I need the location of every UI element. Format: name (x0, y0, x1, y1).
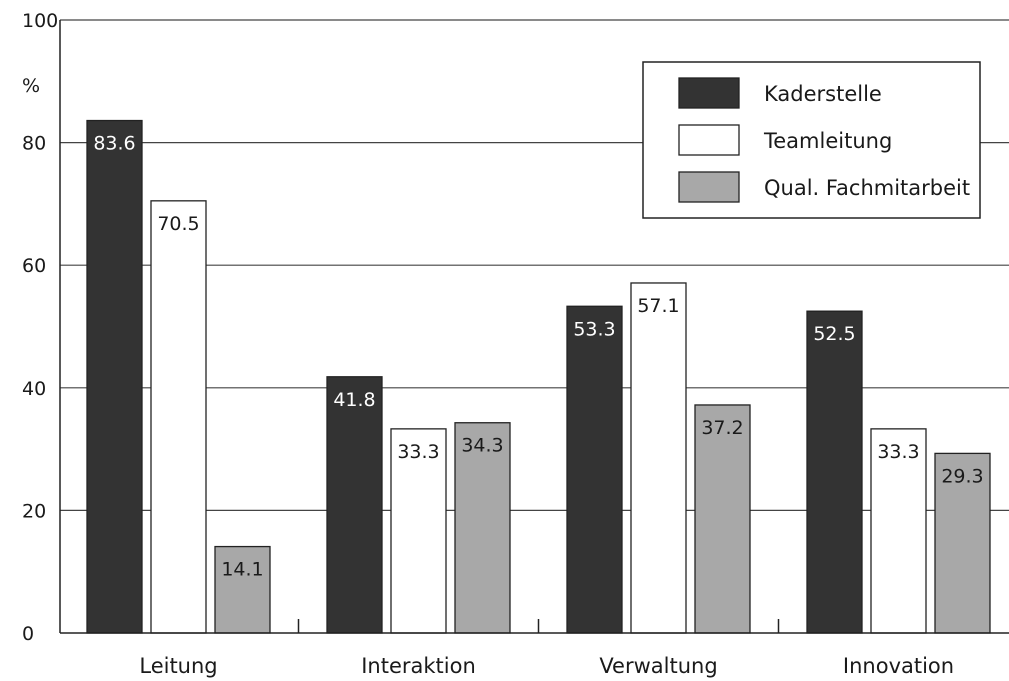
legend-swatch (678, 124, 740, 156)
y-tick-label: 40 (22, 378, 46, 400)
bar-teamleitung (390, 428, 447, 634)
y-tick-label: 20 (22, 500, 46, 522)
bar-value-label: 34.3 (461, 435, 503, 457)
y-tick-label: 100 (22, 10, 58, 32)
y-tick-label: 60 (22, 255, 46, 277)
bar-qual-fachmitarbeit (694, 404, 751, 634)
bar-value-label: 41.8 (333, 389, 375, 411)
bar-teamleitung (870, 428, 927, 634)
legend-swatch (678, 77, 740, 109)
bar-teamleitung (630, 282, 687, 634)
y-axis-unit-label: % (22, 75, 40, 97)
bar-value-label: 52.5 (813, 323, 855, 345)
bar-kaderstelle (806, 310, 863, 634)
bar-value-label: 37.2 (701, 417, 743, 439)
x-category-label: Leitung (139, 654, 217, 678)
bars: 83.6 70.5 14.1 41.8 33.3 34.3 53.3 57.1 37.2 52.5… (86, 119, 991, 634)
legend: Kaderstelle Teamleitung Qual. Fachmitarbei… (642, 61, 981, 219)
bar-qual-fachmitarbeit (934, 452, 991, 634)
legend-label: Kaderstelle (764, 82, 882, 106)
x-category-label: Interaktion (361, 654, 476, 678)
y-tick-label: 80 (22, 133, 46, 155)
bar-kaderstelle (566, 305, 623, 634)
bar-value-label: 29.3 (941, 465, 983, 487)
x-axis: Leitung Interaktion Verwaltung Innovation (59, 20, 1009, 678)
y-tick-label: 0 (22, 623, 34, 645)
bar-value-label: 33.3 (877, 441, 919, 463)
bar-value-label: 57.1 (637, 295, 679, 317)
legend-label: Teamleitung (763, 129, 892, 153)
legend-label: Qual. Fachmitarbeit (764, 176, 970, 200)
bar-qual-fachmitarbeit (214, 545, 271, 634)
bar-value-label: 33.3 (397, 441, 439, 463)
y-axis: % 0 20 40 60 80 100 (22, 10, 58, 645)
bar-value-label: 83.6 (93, 133, 135, 155)
legend-swatch (678, 171, 740, 203)
bar-value-label: 14.1 (221, 559, 263, 581)
bar-qual-fachmitarbeit (454, 422, 511, 634)
bar-teamleitung (150, 200, 207, 634)
bar-value-label: 70.5 (157, 213, 199, 235)
x-category-label: Innovation (843, 654, 954, 678)
x-category-label: Verwaltung (599, 654, 717, 678)
bar-kaderstelle (326, 376, 383, 634)
bar-value-label: 53.3 (573, 318, 615, 340)
bar-kaderstelle (86, 119, 143, 634)
